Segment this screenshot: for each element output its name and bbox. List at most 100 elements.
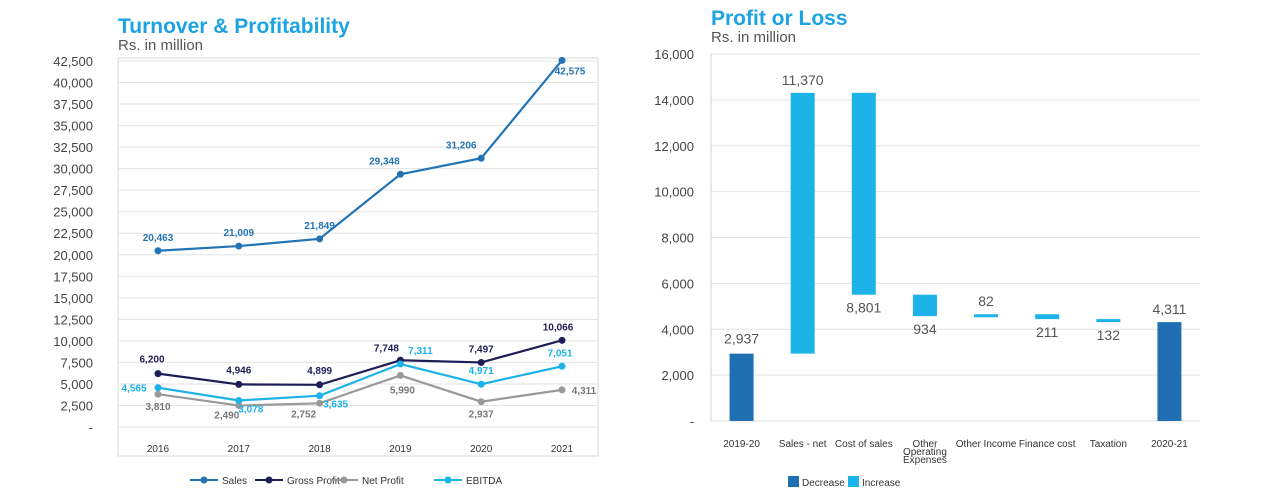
data-point <box>154 390 162 398</box>
y-tick-label: 10,000 <box>53 334 93 349</box>
data-point <box>477 380 485 388</box>
data-point <box>396 360 404 368</box>
turnover-profitability-chart: Turnover & Profitability Rs. in million … <box>53 15 599 487</box>
data-label: 4,311 <box>572 386 597 397</box>
data-point <box>477 154 485 162</box>
data-point <box>558 56 566 64</box>
legend-marker <box>340 476 348 484</box>
bar-value-label: 211 <box>1036 324 1059 340</box>
y-tick-label: 25,000 <box>53 205 93 220</box>
bar-value-label: 8,801 <box>846 300 881 316</box>
data-point <box>396 371 404 379</box>
x-tick-label: Other <box>912 439 938 450</box>
series-line-ebitda <box>157 362 563 402</box>
data-point <box>396 170 404 178</box>
data-label: 42,575 <box>555 66 586 77</box>
waterfall-bar <box>851 92 876 295</box>
y-tick-label: 14,000 <box>654 93 694 108</box>
data-label: 2,937 <box>469 410 494 421</box>
x-tick-label: 2020 <box>470 444 493 455</box>
waterfall-x-axis: 2019-20 Sales - net Cost of sales OtherOper… <box>723 439 1188 466</box>
y-tick-label: 35,000 <box>53 119 93 134</box>
legend-swatch <box>788 476 799 487</box>
x-tick-label: 2017 <box>228 444 251 455</box>
bar-value-label: 934 <box>913 321 937 337</box>
waterfall-subtitle: Rs. in million <box>711 29 796 46</box>
data-label: 3,078 <box>238 404 263 415</box>
data-point <box>477 358 485 366</box>
data-label: 2,490 <box>214 411 239 422</box>
data-point <box>316 235 324 243</box>
data-label: 4,971 <box>469 366 494 377</box>
y-tick-label: 37,500 <box>53 97 93 112</box>
y-tick-label: 2,000 <box>661 368 694 383</box>
data-label: 3,810 <box>145 402 170 413</box>
data-point <box>316 392 324 400</box>
data-label: 20,463 <box>143 233 174 244</box>
y-tick-label: 17,500 <box>53 269 93 284</box>
x-tick-label: Taxation <box>1090 439 1127 450</box>
bar-value-label: 11,370 <box>782 72 824 88</box>
legend-swatch <box>848 476 859 487</box>
legend-label: Sales <box>222 476 247 487</box>
data-label: 7,748 <box>374 343 399 354</box>
y-tick-label: 40,000 <box>53 76 93 91</box>
data-label: 10,066 <box>543 322 574 333</box>
x-tick-label: 2021 <box>551 444 574 455</box>
line-chart-grid <box>118 60 598 428</box>
bar-value-label: 4,311 <box>1152 301 1186 317</box>
line-chart-frame <box>117 57 599 457</box>
line-chart-series: 20,463 21,009 21,849 29,348 31,206 42,575 6,20… <box>121 56 597 422</box>
data-point <box>154 370 162 378</box>
x-tick-label: 2018 <box>308 444 331 455</box>
data-point <box>316 381 324 389</box>
line-chart-x-axis: 2016 2017 2018 2019 2020 2021 <box>147 444 574 455</box>
legend-label: Decrease <box>802 478 845 489</box>
y-tick-label: 20,000 <box>53 248 93 263</box>
y-tick-label: - <box>89 420 93 435</box>
legend-marker <box>200 476 208 484</box>
y-tick-label: 32,500 <box>53 140 93 155</box>
data-point <box>235 396 243 404</box>
data-label: 6,200 <box>139 355 164 366</box>
data-point <box>235 402 243 410</box>
y-tick-label: 7,500 <box>60 355 93 370</box>
waterfall-title: Profit or Loss <box>711 7 848 30</box>
y-tick-label: 30,000 <box>53 162 93 177</box>
legend-label: Net Profit <box>362 476 404 487</box>
waterfall-bar <box>729 353 754 421</box>
data-label: 21,009 <box>224 228 255 239</box>
data-point <box>558 336 566 344</box>
bar-value-label: 82 <box>978 293 994 309</box>
data-label: 3,635 <box>323 400 348 411</box>
line-chart-y-axis: 42,500 40,000 37,500 35,000 32,500 30,000 27,5… <box>53 54 93 435</box>
data-point <box>558 386 566 394</box>
data-label: 4,565 <box>121 384 146 395</box>
y-tick-label: 10,000 <box>654 185 694 200</box>
y-tick-label: 27,500 <box>53 183 93 198</box>
legend-label: EBITDA <box>466 476 502 487</box>
data-point <box>316 399 324 407</box>
y-tick-label: 12,000 <box>654 139 694 154</box>
y-tick-label: 2,500 <box>60 398 93 413</box>
y-tick-label: 12,500 <box>53 312 93 327</box>
profit-or-loss-chart: Profit or Loss Rs. in million 16,000 14,0… <box>654 7 1200 489</box>
series-line-sales <box>157 59 563 252</box>
data-label: 7,497 <box>469 344 494 355</box>
x-tick-label: 2020-21 <box>1151 439 1188 450</box>
data-point <box>154 247 162 255</box>
y-tick-label: 16,000 <box>654 47 694 62</box>
data-label: 4,946 <box>226 365 251 376</box>
x-tick-label: 2016 <box>147 444 170 455</box>
legend-label: Increase <box>862 478 901 489</box>
line-chart-subtitle: Rs. in million <box>118 37 203 54</box>
x-tick-label: Other Income <box>956 439 1017 450</box>
y-tick-label: 15,000 <box>53 291 93 306</box>
waterfall-bar <box>912 294 937 317</box>
data-point <box>154 384 162 392</box>
series-line-net-profit <box>157 374 563 407</box>
y-tick-label: 42,500 <box>53 54 93 69</box>
y-tick-label: 5,000 <box>60 377 93 392</box>
x-tick-label: 2019-20 <box>723 439 760 450</box>
